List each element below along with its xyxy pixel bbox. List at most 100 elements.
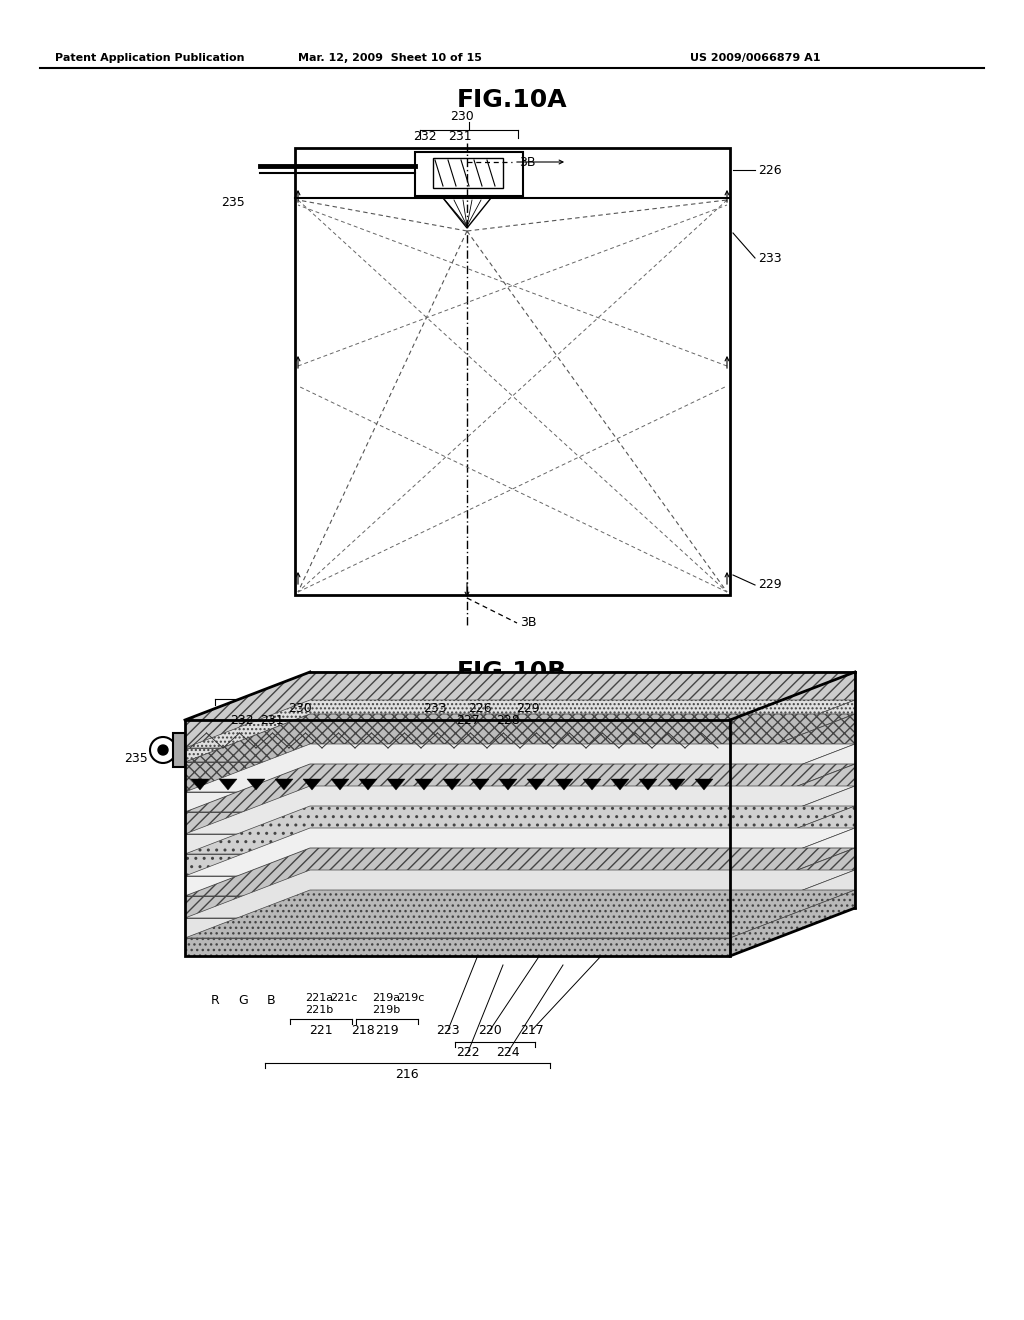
Polygon shape bbox=[639, 779, 657, 789]
Polygon shape bbox=[185, 764, 855, 812]
Polygon shape bbox=[191, 779, 209, 789]
Polygon shape bbox=[730, 714, 855, 792]
Text: 223: 223 bbox=[436, 1023, 460, 1036]
Polygon shape bbox=[185, 714, 855, 762]
Polygon shape bbox=[471, 779, 489, 789]
Text: 221a: 221a bbox=[305, 993, 333, 1003]
Text: 231: 231 bbox=[260, 714, 284, 726]
Text: 233: 233 bbox=[423, 701, 446, 714]
Polygon shape bbox=[185, 890, 855, 939]
Circle shape bbox=[158, 744, 168, 755]
Text: 226: 226 bbox=[758, 164, 781, 177]
Polygon shape bbox=[583, 779, 601, 789]
Text: 220: 220 bbox=[478, 1023, 502, 1036]
Text: US 2009/0066879 A1: US 2009/0066879 A1 bbox=[690, 53, 820, 63]
Polygon shape bbox=[499, 779, 517, 789]
Text: 216: 216 bbox=[395, 1068, 419, 1081]
Polygon shape bbox=[185, 939, 730, 956]
Polygon shape bbox=[247, 779, 265, 789]
Polygon shape bbox=[185, 917, 730, 939]
Polygon shape bbox=[730, 672, 855, 748]
Polygon shape bbox=[185, 812, 730, 834]
Text: 228: 228 bbox=[496, 714, 520, 726]
Text: R: R bbox=[211, 994, 219, 1006]
Text: 219a: 219a bbox=[372, 993, 400, 1003]
Text: Patent Application Publication: Patent Application Publication bbox=[55, 53, 245, 63]
Polygon shape bbox=[185, 847, 855, 896]
Text: 235: 235 bbox=[221, 197, 245, 210]
Text: 229: 229 bbox=[758, 578, 781, 591]
Text: 218: 218 bbox=[351, 1023, 375, 1036]
Polygon shape bbox=[185, 807, 855, 854]
Text: 227: 227 bbox=[456, 714, 480, 726]
Polygon shape bbox=[185, 785, 855, 834]
Text: 232: 232 bbox=[230, 714, 254, 726]
Polygon shape bbox=[415, 779, 433, 789]
Polygon shape bbox=[185, 762, 730, 792]
Text: B: B bbox=[266, 994, 275, 1006]
Polygon shape bbox=[730, 807, 855, 876]
Polygon shape bbox=[185, 854, 730, 876]
Polygon shape bbox=[185, 870, 855, 917]
Polygon shape bbox=[359, 779, 377, 789]
Polygon shape bbox=[275, 779, 293, 789]
Text: FIG.10A: FIG.10A bbox=[457, 88, 567, 112]
Polygon shape bbox=[611, 779, 629, 789]
Text: 221: 221 bbox=[309, 1023, 333, 1036]
Text: 224: 224 bbox=[497, 1045, 520, 1059]
Text: 221b: 221b bbox=[305, 1005, 333, 1015]
Text: 230: 230 bbox=[451, 110, 474, 123]
Polygon shape bbox=[219, 779, 237, 789]
Text: 233: 233 bbox=[758, 252, 781, 264]
Polygon shape bbox=[730, 828, 855, 896]
Bar bbox=[295, 148, 730, 595]
Text: Mar. 12, 2009  Sheet 10 of 15: Mar. 12, 2009 Sheet 10 of 15 bbox=[298, 53, 482, 63]
Text: 3B: 3B bbox=[520, 616, 537, 630]
Polygon shape bbox=[185, 719, 730, 748]
Text: 226: 226 bbox=[468, 701, 492, 714]
Bar bbox=[415, 152, 523, 195]
Text: FIG.10B: FIG.10B bbox=[457, 660, 567, 684]
Bar bbox=[173, 733, 185, 767]
Text: 3B: 3B bbox=[519, 156, 536, 169]
Text: 221c: 221c bbox=[330, 993, 357, 1003]
Polygon shape bbox=[667, 779, 685, 789]
Text: 217: 217 bbox=[520, 1023, 544, 1036]
Text: G: G bbox=[239, 994, 248, 1006]
Text: 231: 231 bbox=[449, 129, 472, 143]
Polygon shape bbox=[185, 876, 730, 896]
Polygon shape bbox=[443, 779, 461, 789]
Polygon shape bbox=[730, 764, 855, 834]
Polygon shape bbox=[730, 785, 855, 854]
Polygon shape bbox=[555, 779, 573, 789]
Polygon shape bbox=[331, 779, 349, 789]
Polygon shape bbox=[185, 748, 730, 762]
Polygon shape bbox=[695, 779, 713, 789]
Polygon shape bbox=[730, 870, 855, 939]
Bar bbox=[185, 719, 730, 956]
Text: 219c: 219c bbox=[397, 993, 424, 1003]
Text: 232: 232 bbox=[414, 129, 437, 143]
Polygon shape bbox=[185, 792, 730, 812]
Polygon shape bbox=[730, 744, 855, 812]
Polygon shape bbox=[185, 828, 855, 876]
Text: 235: 235 bbox=[124, 751, 148, 764]
Text: 219: 219 bbox=[375, 1023, 398, 1036]
Polygon shape bbox=[185, 672, 855, 719]
Text: 229: 229 bbox=[516, 701, 540, 714]
Polygon shape bbox=[185, 834, 730, 854]
Text: 222: 222 bbox=[456, 1045, 480, 1059]
Polygon shape bbox=[730, 700, 855, 762]
Bar bbox=[433, 158, 503, 187]
Polygon shape bbox=[730, 847, 855, 917]
Polygon shape bbox=[185, 744, 855, 792]
Polygon shape bbox=[303, 779, 321, 789]
Text: 225: 225 bbox=[500, 686, 524, 700]
Polygon shape bbox=[527, 779, 545, 789]
Polygon shape bbox=[185, 700, 855, 748]
Text: 230: 230 bbox=[288, 701, 312, 714]
Polygon shape bbox=[730, 890, 855, 956]
Polygon shape bbox=[387, 779, 406, 789]
Text: 219b: 219b bbox=[372, 1005, 400, 1015]
Polygon shape bbox=[185, 896, 730, 917]
